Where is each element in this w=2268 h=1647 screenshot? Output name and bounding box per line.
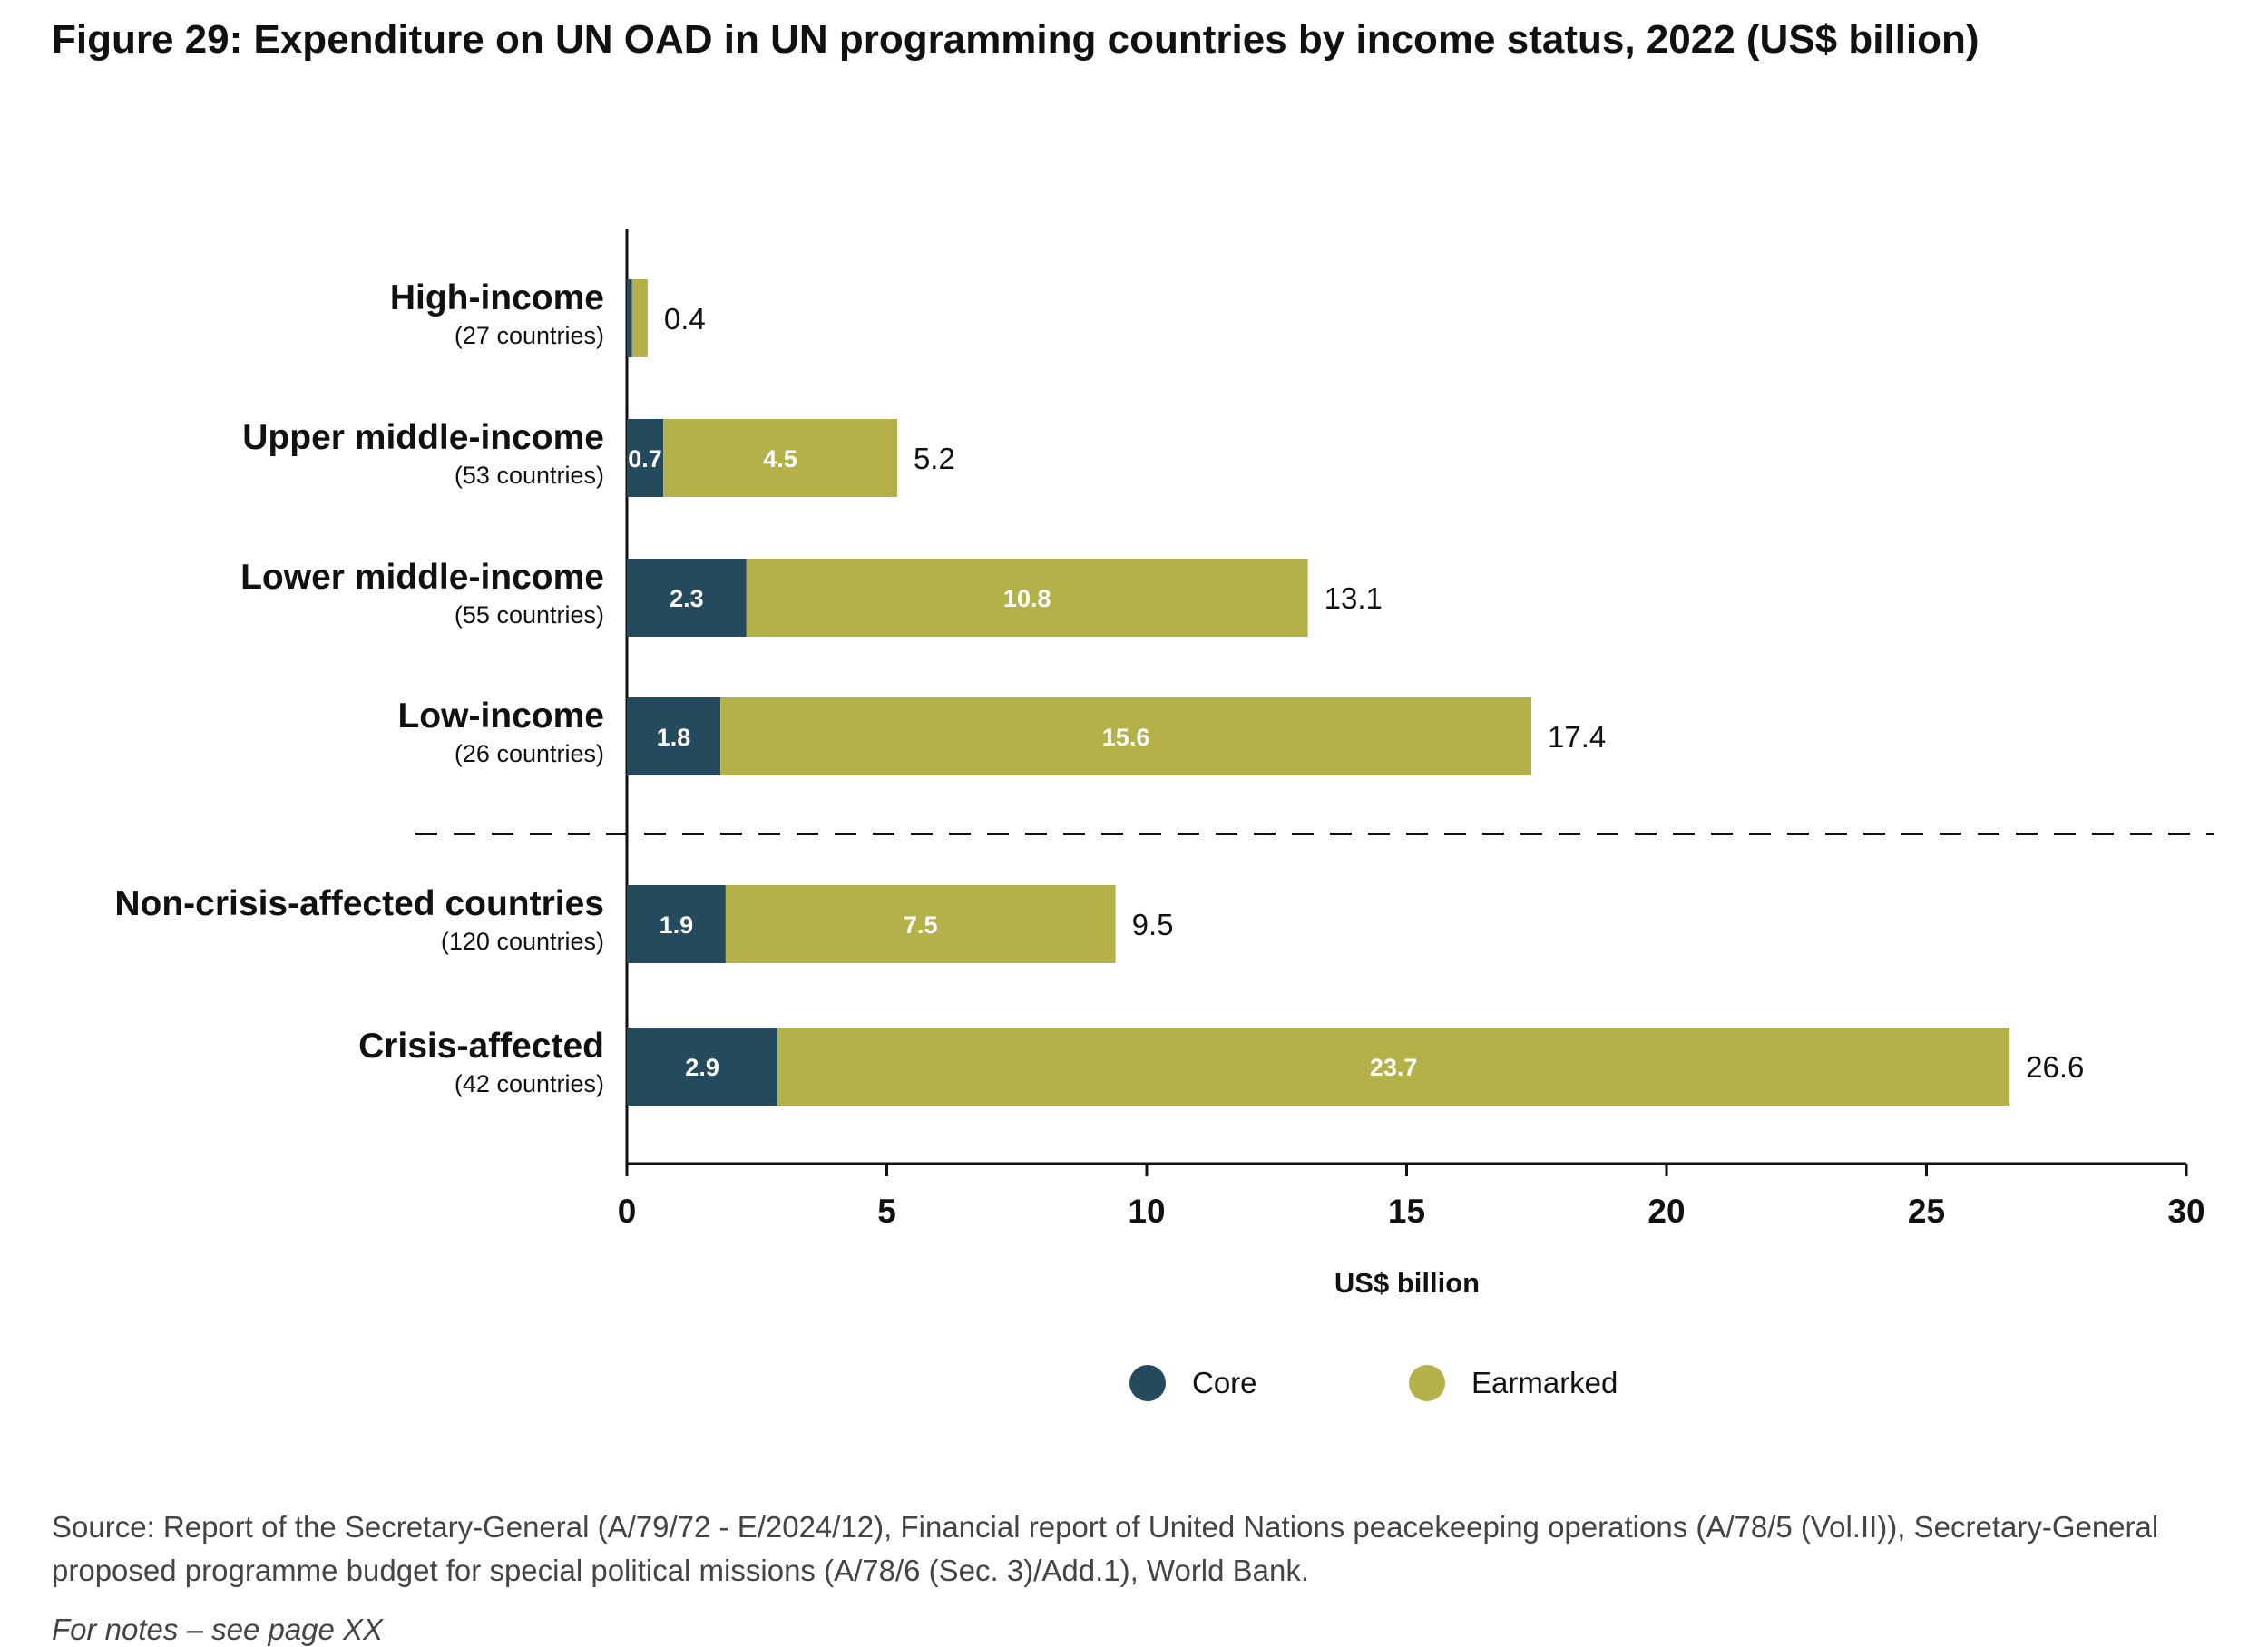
total-label-high-income: 0.4 bbox=[664, 302, 706, 336]
bar-earmarked-non-crisis-affected-countries bbox=[725, 885, 1116, 963]
bar-label-earmarked-low-income: 15.6 bbox=[1102, 724, 1150, 751]
x-tick-label-20: 20 bbox=[1647, 1193, 1685, 1230]
x-tick-label-15: 15 bbox=[1388, 1193, 1425, 1230]
bar-core-low-income bbox=[627, 697, 721, 775]
total-label-non-crisis-affected-countries: 9.5 bbox=[1132, 908, 1174, 941]
bar-label-core-non-crisis-affected-countries: 1.9 bbox=[660, 911, 694, 939]
legend-swatch-core bbox=[1129, 1365, 1166, 1401]
chart-title: Figure 29: Expenditure on UN OAD in UN p… bbox=[52, 17, 1980, 62]
bar-label-core-lower-middle-income: 2.3 bbox=[670, 585, 704, 612]
bar-earmarked-lower-middle-income bbox=[746, 559, 1308, 637]
bar-label-earmarked-lower-middle-income: 10.8 bbox=[1003, 585, 1051, 612]
category-label-high-income: High-income bbox=[390, 278, 604, 317]
category-label-lower-middle-income: Lower middle-income bbox=[240, 558, 604, 597]
notes-reference: For notes – see page XX bbox=[52, 1613, 384, 1646]
category-label-non-crisis-affected-countries: Non-crisis-affected countries bbox=[114, 884, 604, 923]
x-tick-label-10: 10 bbox=[1128, 1193, 1165, 1230]
x-tick-label-0: 0 bbox=[618, 1193, 637, 1230]
total-label-low-income: 17.4 bbox=[1548, 720, 1606, 754]
bar-earmarked-low-income bbox=[720, 697, 1532, 775]
bar-earmarked-crisis-affected bbox=[777, 1028, 2010, 1106]
bar-earmarked-upper-middle-income bbox=[663, 419, 897, 497]
total-label-lower-middle-income: 13.1 bbox=[1325, 581, 1383, 615]
bar-label-earmarked-non-crisis-affected-countries: 7.5 bbox=[904, 911, 938, 939]
source-note: Source: Report of the Secretary-General … bbox=[52, 1510, 2159, 1587]
bar-label-earmarked-crisis-affected: 23.7 bbox=[1370, 1054, 1418, 1081]
bar-label-earmarked-upper-middle-income: 4.5 bbox=[763, 445, 797, 473]
x-tick-label-5: 5 bbox=[877, 1193, 896, 1230]
stacked-bar-chart: 0 5 10 15 20 25 30 US$ billion High-income (27 co… bbox=[114, 229, 2214, 1299]
legend-swatch-earmarked bbox=[1409, 1365, 1445, 1401]
category-count-upper-middle-income: (53 countries) bbox=[455, 462, 604, 489]
total-label-upper-middle-income: 5.2 bbox=[914, 442, 955, 475]
category-count-high-income: (27 countries) bbox=[455, 322, 604, 349]
category-count-low-income: (26 countries) bbox=[455, 740, 604, 767]
legend-item-core: Core bbox=[1129, 1365, 1257, 1401]
x-tick-label-25: 25 bbox=[1908, 1193, 1945, 1230]
legend-item-earmarked: Earmarked bbox=[1409, 1365, 1618, 1401]
category-label-crisis-affected: Crisis-affected bbox=[358, 1027, 604, 1066]
category-count-crisis-affected: (42 countries) bbox=[455, 1070, 604, 1097]
bar-core-non-crisis-affected-countries bbox=[627, 885, 726, 963]
bar-core-lower-middle-income bbox=[627, 559, 747, 637]
category-label-upper-middle-income: Upper middle-income bbox=[242, 418, 604, 457]
category-count-lower-middle-income: (55 countries) bbox=[455, 601, 604, 629]
bar-label-core-low-income: 1.8 bbox=[657, 724, 691, 751]
category-label-low-income: Low-income bbox=[397, 697, 604, 736]
bar-core-upper-middle-income bbox=[627, 419, 664, 497]
bar-earmarked-high-income bbox=[631, 279, 648, 357]
legend-label-earmarked: Earmarked bbox=[1471, 1366, 1618, 1399]
bar-label-core-upper-middle-income: 0.7 bbox=[628, 445, 662, 473]
bar-core-high-income bbox=[627, 279, 632, 357]
x-tick-label-30: 30 bbox=[2167, 1193, 2204, 1230]
bar-label-core-crisis-affected: 2.9 bbox=[685, 1054, 719, 1081]
total-label-crisis-affected: 26.6 bbox=[2026, 1050, 2084, 1084]
legend-label-core: Core bbox=[1192, 1366, 1257, 1399]
x-axis-title: US$ billion bbox=[1334, 1267, 1480, 1299]
bar-core-crisis-affected bbox=[627, 1028, 778, 1106]
category-count-non-crisis-affected-countries: (120 countries) bbox=[441, 928, 604, 955]
